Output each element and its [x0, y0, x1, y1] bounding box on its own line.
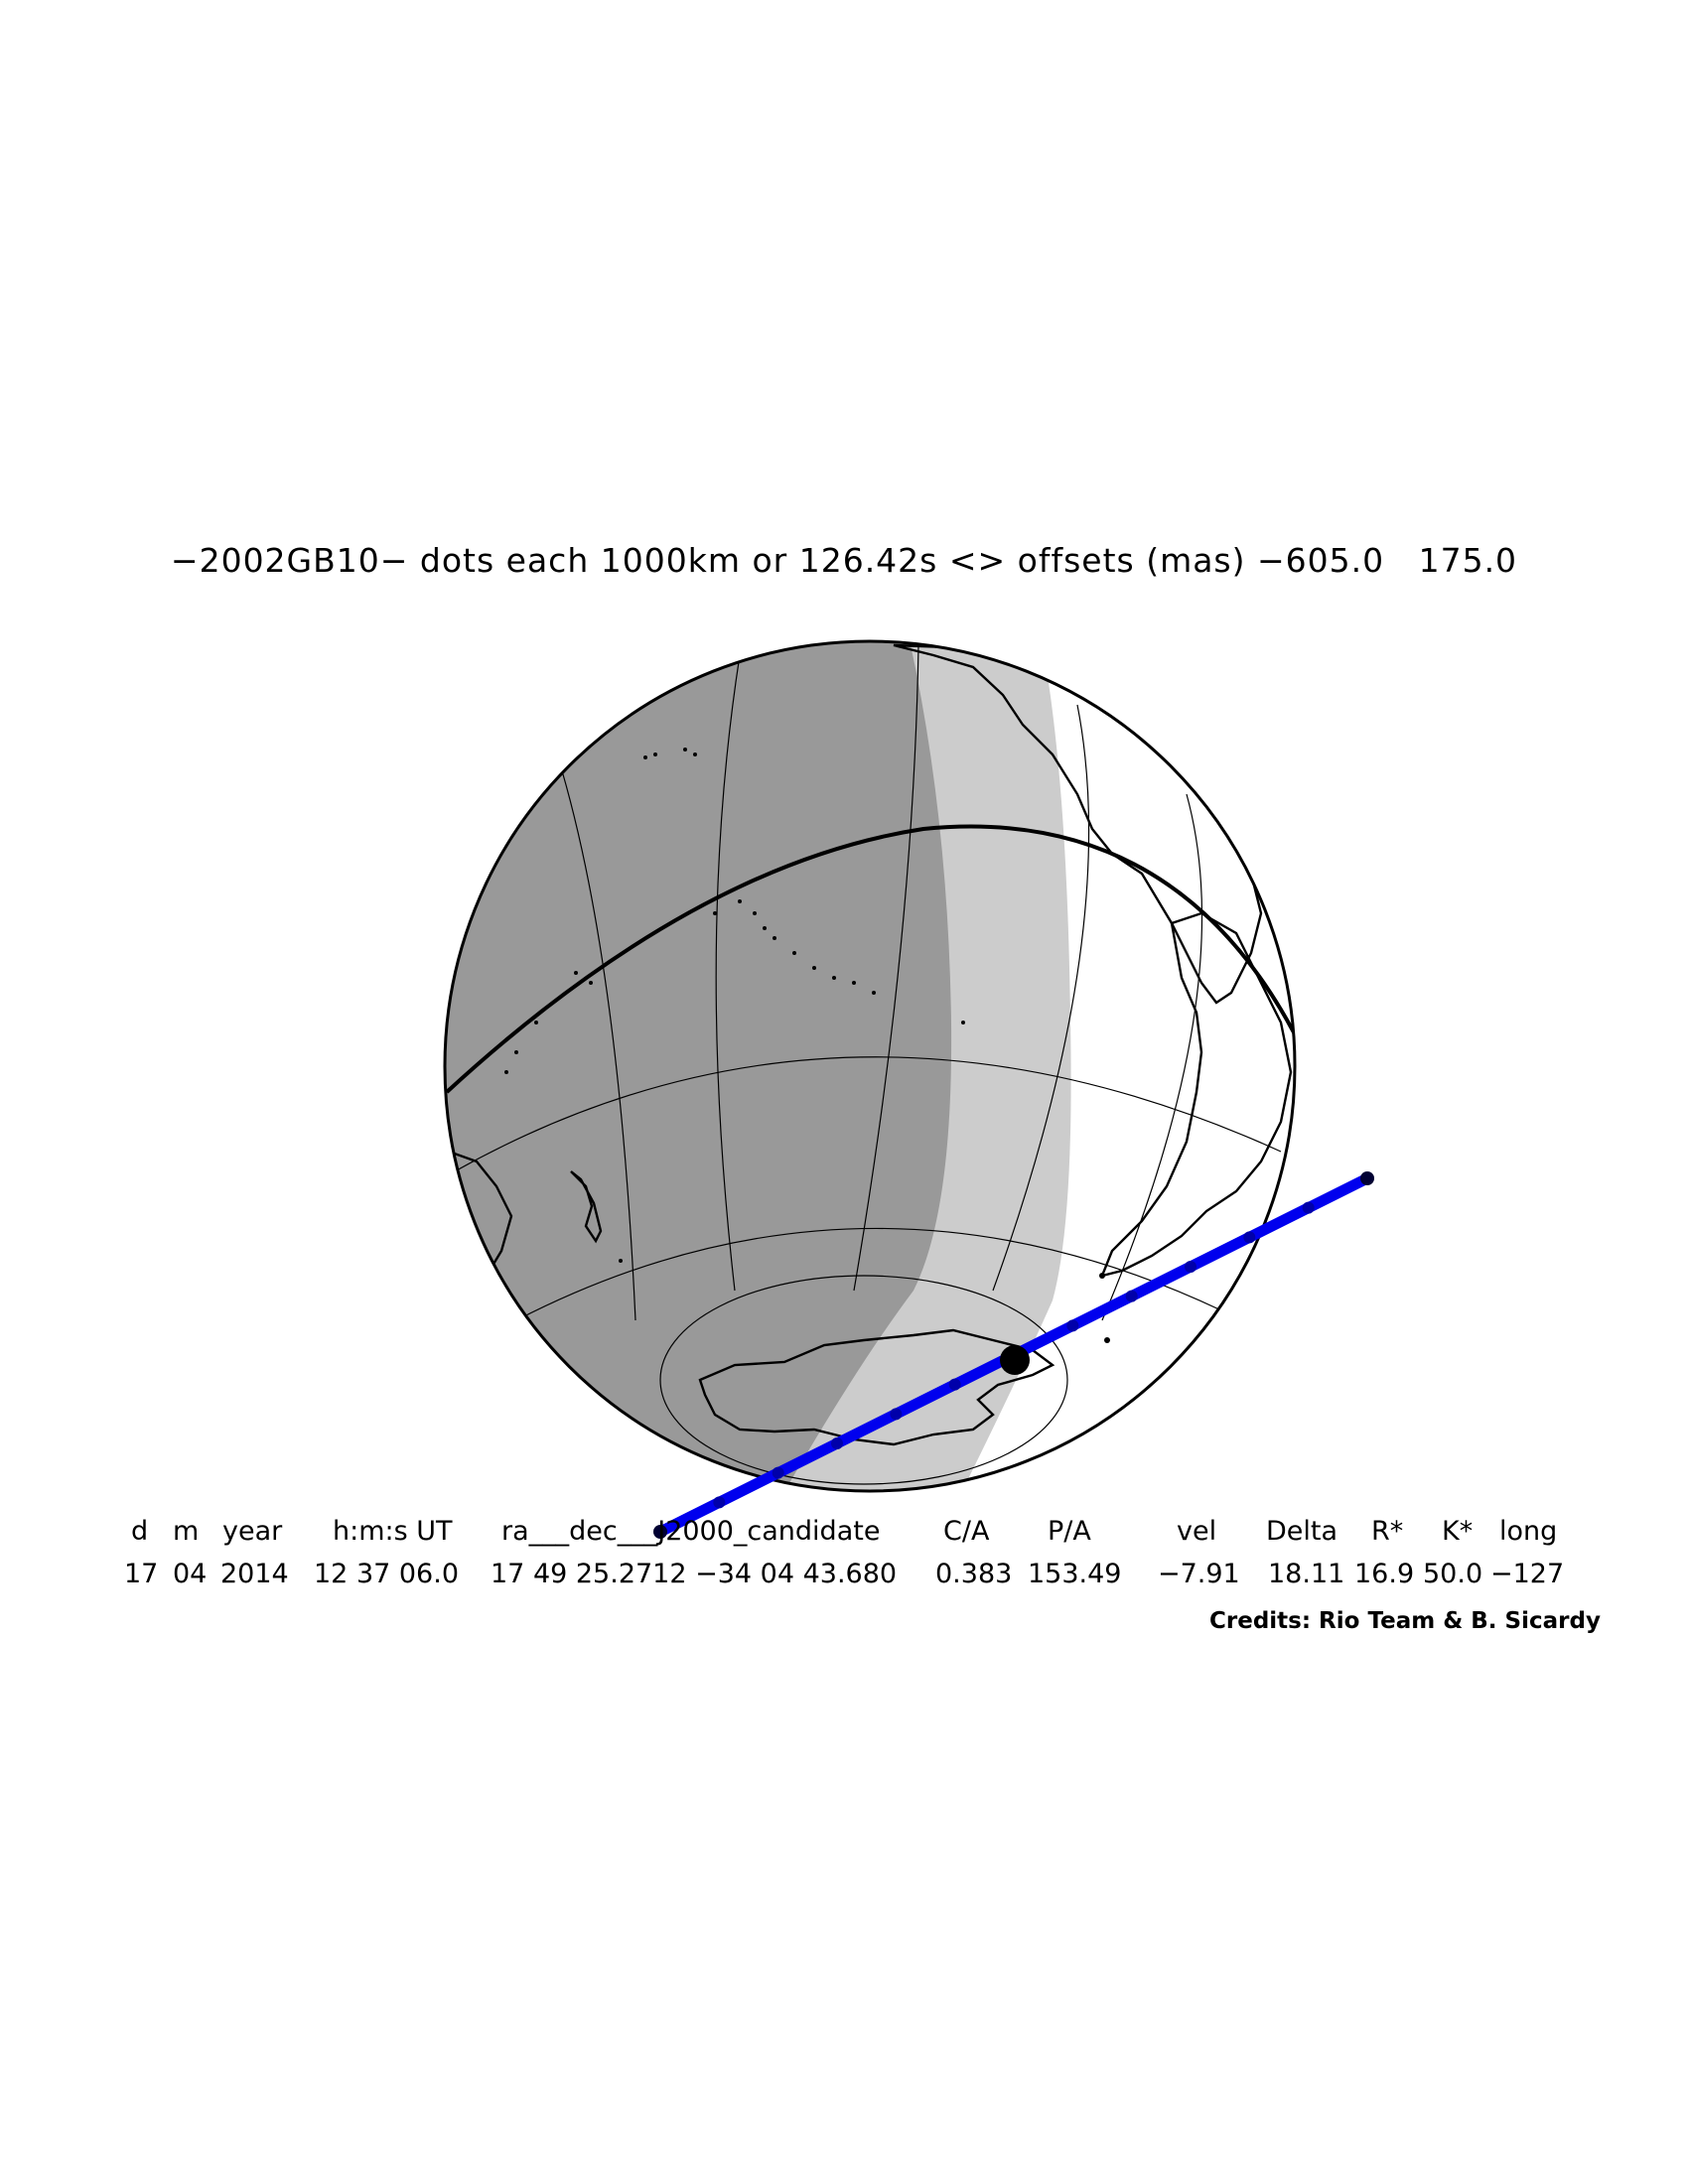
track-dot — [1185, 1261, 1196, 1273]
track-dot — [653, 1525, 667, 1539]
track-dot — [1066, 1319, 1079, 1332]
antarctica-coast — [698, 1328, 1055, 1446]
col-m-header: m — [173, 1516, 200, 1547]
col-d-header: d — [131, 1516, 149, 1547]
col-year-header: year — [222, 1516, 283, 1547]
globe-outline — [443, 639, 1297, 1493]
track-dot — [1360, 1171, 1374, 1185]
col-kstar-header: K* — [1442, 1516, 1474, 1547]
val-radec: 17 49 25.2712 −34 04 43.680 — [491, 1559, 898, 1589]
track-dot — [831, 1437, 843, 1449]
col-time-header: h:m:s UT — [333, 1516, 453, 1547]
val-long: −127 — [1490, 1559, 1565, 1589]
great-circle-line — [445, 824, 1295, 1094]
val-kstar: 50.0 — [1423, 1559, 1483, 1589]
col-long-header: long — [1499, 1516, 1558, 1547]
val-d: 17 — [124, 1559, 159, 1589]
col-vel-header: vel — [1177, 1516, 1217, 1547]
illumination-shading — [445, 641, 1295, 1491]
credits-text: Credits: Rio Team & B. Sicardy — [1209, 1608, 1601, 1634]
closest-approach-marker — [1000, 1345, 1030, 1375]
track-dot — [890, 1408, 903, 1421]
val-delta: 18.11 — [1268, 1559, 1345, 1589]
val-time: 12 37 06.0 — [314, 1559, 459, 1589]
val-pa: 153.49 — [1028, 1559, 1122, 1589]
track-dot — [1125, 1290, 1138, 1302]
val-ca: 0.383 — [935, 1559, 1013, 1589]
track-dot — [1302, 1201, 1315, 1214]
val-vel: −7.91 — [1158, 1559, 1240, 1589]
val-m: 04 — [173, 1559, 208, 1589]
val-rstar: 16.9 — [1354, 1559, 1415, 1589]
col-pa-header: P/A — [1048, 1516, 1091, 1547]
col-radec-header: ra___dec___J2000_candidate — [501, 1516, 881, 1547]
track-dot — [948, 1378, 961, 1391]
track-dot — [1243, 1231, 1256, 1244]
track-dot — [713, 1496, 726, 1509]
col-delta-header: Delta — [1266, 1516, 1338, 1547]
val-year: 2014 — [220, 1559, 289, 1589]
col-rstar-header: R* — [1371, 1516, 1404, 1547]
chart-title: −2002GB10− dots each 1000km or 126.42s <… — [170, 541, 1518, 580]
new-zealand-coast — [570, 1170, 603, 1244]
col-ca-header: C/A — [943, 1516, 990, 1547]
track-dot — [772, 1466, 784, 1479]
south-america-coast — [1100, 911, 1293, 1278]
islands — [504, 748, 1110, 1343]
